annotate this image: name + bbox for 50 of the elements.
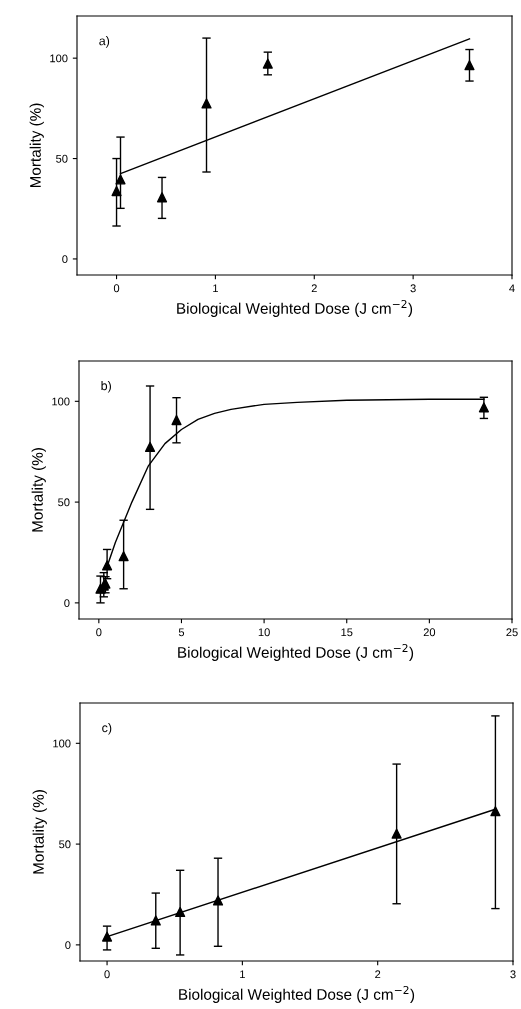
y-tick-label: 50 <box>59 840 71 849</box>
point <box>490 806 501 817</box>
point <box>262 58 273 69</box>
point <box>478 402 489 413</box>
annotation: b) <box>101 380 111 393</box>
x-tick-label: 15 <box>341 628 353 637</box>
point <box>156 192 168 203</box>
y-axis-title: Mortality (%) <box>31 448 46 532</box>
point <box>212 895 224 906</box>
y-tick-label: 50 <box>56 154 68 163</box>
point <box>201 98 212 109</box>
x-tick-label: 1 <box>240 970 245 979</box>
point <box>102 560 113 571</box>
x-tick-label: 3 <box>510 970 516 979</box>
x-tick-label: 1 <box>213 284 218 293</box>
point <box>111 185 122 197</box>
x-tick-label: 3 <box>410 284 416 293</box>
x-tick-label: 0 <box>96 628 102 637</box>
point <box>464 60 475 71</box>
y-tick-label: 0 <box>62 255 68 264</box>
point <box>175 906 186 918</box>
x-tick-label: 0 <box>113 284 120 293</box>
point <box>150 915 161 926</box>
y-axis-title: Mortality (%) <box>32 790 47 874</box>
y-tick-label: 100 <box>53 739 71 748</box>
x-tick-label: 2 <box>311 284 317 293</box>
x-tick-label: 4 <box>509 284 515 293</box>
y-tick-label: 100 <box>50 54 68 63</box>
y-tick-label: 0 <box>64 599 70 608</box>
x-tick-label: 20 <box>423 628 436 637</box>
y-tick-label: 50 <box>58 498 70 507</box>
point <box>115 174 126 185</box>
y-tick-label: 100 <box>52 397 70 406</box>
x-axis-title: Biological Weighted Dose (J cm$^{−2}$) <box>178 643 414 661</box>
x-tick-label: 2 <box>375 970 381 979</box>
x-tick-label: 25 <box>506 628 518 637</box>
annotation: c) <box>102 722 112 735</box>
point <box>118 551 129 562</box>
point <box>101 931 113 942</box>
x-tick-label: 5 <box>178 628 185 637</box>
point <box>171 414 182 426</box>
x-axis-title: Biological Weighted Dose (J cm$^{−2}$) <box>177 299 413 317</box>
point <box>144 441 156 452</box>
x-tick-label: 0 <box>104 970 110 979</box>
x-tick-label: 10 <box>258 628 270 637</box>
x-axis-title: Biological Weighted Dose (J cm$^{−2}$) <box>179 985 415 1003</box>
y-axis-title: Mortality (%) <box>29 103 44 188</box>
annotation: a) <box>99 36 110 48</box>
y-tick-label: 0 <box>65 941 71 950</box>
point <box>391 828 402 839</box>
